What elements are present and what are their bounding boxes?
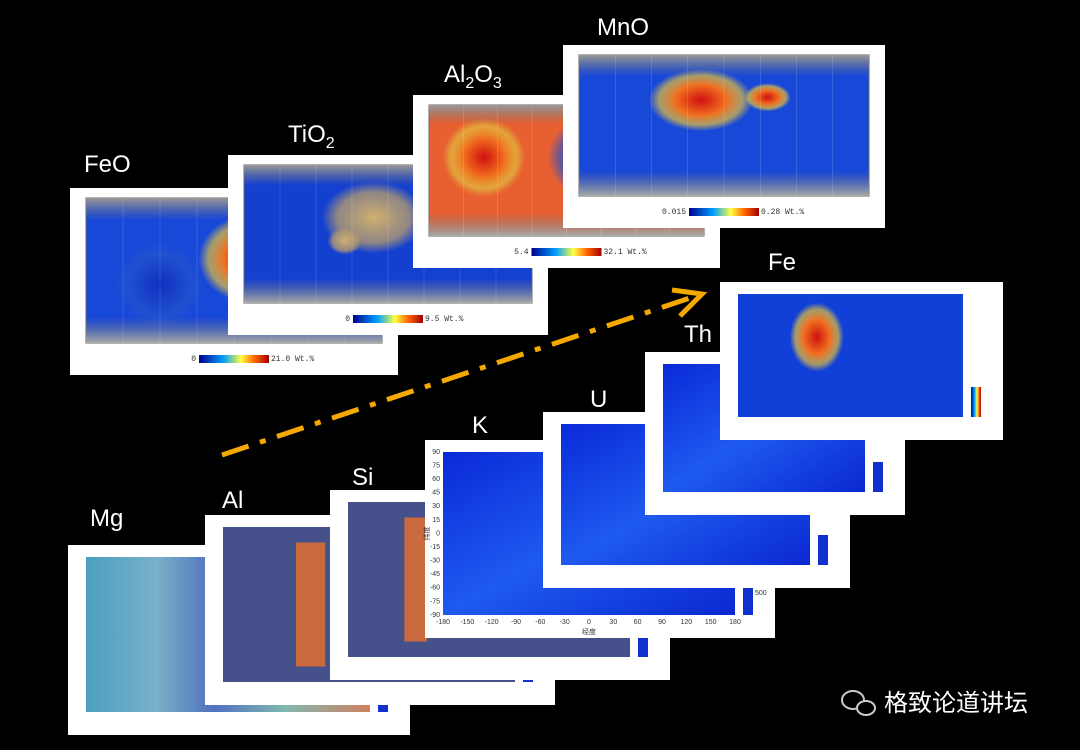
label-part: MnO — [597, 14, 649, 41]
y-axis-label: 纬度 — [422, 527, 431, 541]
colorbar — [353, 315, 423, 323]
panel-label: Fe — [768, 249, 796, 276]
x-tick-label: 60 — [634, 619, 642, 626]
map-panel: 0.015 0.28 Wt.% MnO — [563, 14, 885, 228]
colorbar — [818, 535, 828, 565]
y-tick-label: 15 — [432, 517, 440, 524]
y-tick-label: -15 — [430, 544, 440, 551]
y-tick-label: -60 — [430, 585, 440, 592]
colorbar-max: 21.0 Wt.% — [271, 355, 314, 364]
y-tick-label: 75 — [432, 462, 440, 469]
x-tick-label: 180 — [729, 619, 741, 626]
wechat-icon — [856, 700, 876, 716]
colorbar — [743, 585, 753, 615]
colorbar-min: 5.4 — [514, 248, 529, 257]
y-tick-label: -30 — [430, 558, 440, 565]
panel-label: TiO2 — [288, 121, 335, 152]
y-tick-label: -90 — [430, 612, 440, 619]
colorbar-max: 9.5 Wt.% — [425, 315, 464, 324]
colorbar — [971, 387, 981, 417]
colorbar — [531, 248, 602, 256]
map-image — [738, 294, 963, 417]
label-part: TiO — [288, 121, 326, 148]
label-part: 2 — [326, 135, 335, 152]
label-part: 3 — [493, 75, 502, 92]
x-tick-label: -180 — [436, 619, 450, 626]
panel-label: MnO — [597, 14, 649, 41]
colorbar — [638, 627, 648, 657]
map-feature — [789, 302, 844, 372]
map-panel: Fe — [720, 249, 1003, 440]
panel-label: K — [472, 412, 488, 439]
panel-label: U — [590, 386, 607, 413]
watermark-text: 格致论道讲坛 — [884, 689, 1028, 717]
map-relief — [579, 55, 869, 196]
wechat-icon — [841, 690, 865, 710]
panel-label: FeO — [84, 151, 131, 178]
y-tick-label: 0 — [436, 530, 440, 537]
x-axis-label: 经度 — [582, 627, 596, 636]
y-tick-label: 60 — [432, 476, 440, 483]
map-feature — [296, 542, 326, 667]
colorbar-min: 0 — [191, 355, 196, 364]
label-part: O — [474, 61, 493, 88]
colorbar-label: 500 — [755, 590, 767, 597]
colorbar-max: 0.28 Wt.% — [761, 208, 804, 217]
y-tick-label: -75 — [430, 598, 440, 605]
trend-arrow — [221, 287, 708, 458]
colorbar — [199, 355, 269, 363]
panel-label: Mg — [90, 505, 123, 532]
x-tick-label: -60 — [535, 619, 545, 626]
x-tick-label: 90 — [658, 619, 666, 626]
x-tick-label: -150 — [460, 619, 474, 626]
arrow-head — [671, 287, 708, 318]
y-tick-label: -45 — [430, 571, 440, 578]
x-tick-label: 150 — [705, 619, 717, 626]
panel-label: Al — [222, 487, 243, 514]
colorbar-min: 0.015 — [662, 208, 686, 217]
x-tick-label: 30 — [609, 619, 617, 626]
panel-label: Th — [684, 321, 712, 348]
y-tick-label: 45 — [432, 490, 440, 497]
watermark: 格致论道讲坛 — [841, 689, 1028, 717]
map-feature — [404, 517, 427, 642]
x-tick-label: 0 — [587, 619, 591, 626]
x-tick-label: -120 — [485, 619, 499, 626]
colorbar-min: 0 — [345, 315, 350, 324]
colorbar — [689, 208, 759, 216]
lower-panels: MgAlSiK9075604530150-15-30-45-60-75-90-1… — [68, 249, 1003, 735]
panel-label: Si — [352, 464, 373, 491]
colorbar-max: 32.1 Wt.% — [604, 248, 647, 257]
y-tick-label: 90 — [432, 449, 440, 456]
panel-label: Al2O3 — [444, 61, 502, 92]
arrow-line — [221, 295, 691, 458]
x-tick-label: -90 — [511, 619, 521, 626]
label-part: FeO — [84, 151, 131, 178]
y-tick-label: 30 — [432, 503, 440, 510]
label-part: 2 — [465, 75, 474, 92]
x-tick-label: 120 — [680, 619, 692, 626]
label-part: Al — [444, 61, 465, 88]
colorbar — [873, 462, 883, 492]
x-tick-label: -30 — [560, 619, 570, 626]
